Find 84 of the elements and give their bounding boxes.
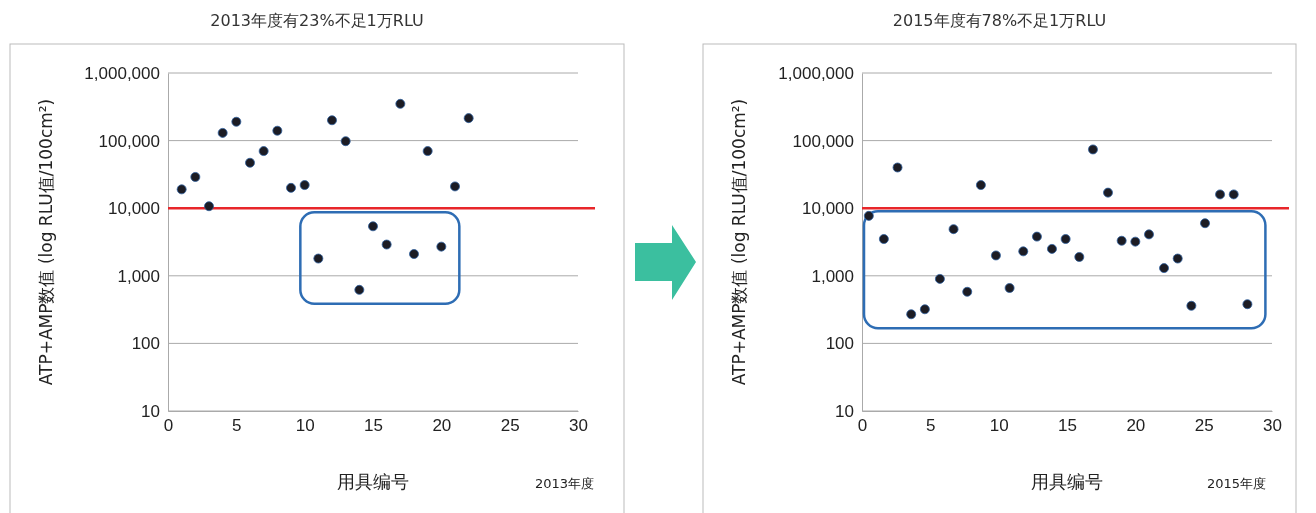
point (1103, 187, 1113, 198)
x-axis-title: 用具编号 (337, 471, 409, 492)
point (409, 249, 419, 259)
x-tick-label: 5 (926, 416, 936, 436)
point (1130, 236, 1141, 247)
point (1228, 189, 1239, 200)
point (422, 146, 433, 156)
point (906, 309, 917, 320)
x-tick-label: 25 (1194, 416, 1214, 436)
y-axis-title: ATP+AMP数值 (log RLU值/100cm²) (36, 98, 56, 386)
point (327, 115, 337, 126)
y-tick-label: 10 (835, 401, 854, 421)
point (258, 146, 269, 156)
point (286, 182, 296, 193)
point (354, 284, 365, 295)
point (962, 286, 973, 297)
x-tick-label: 5 (232, 416, 242, 436)
point (1242, 299, 1253, 310)
point (1074, 252, 1085, 262)
y-tick-label: 10 (141, 401, 160, 421)
x-tick-label: 15 (1058, 416, 1077, 436)
chart-title: 2013年度有23%不足1万RLU (210, 11, 424, 30)
text: 2013年度 (534, 476, 594, 491)
point (919, 304, 930, 315)
point (245, 157, 255, 168)
y-tick-label: 1,000 (117, 266, 160, 286)
point (176, 184, 187, 195)
point (1060, 234, 1071, 244)
y-tick-label: 100,000 (792, 131, 854, 151)
point (395, 98, 406, 109)
y-axis-title: ATP+AMP数值 (log RLU值/100cm²) (729, 98, 749, 386)
x-tick-label: 25 (500, 416, 520, 436)
point (368, 221, 378, 232)
x-tick-label: 20 (432, 416, 452, 436)
point (313, 253, 324, 264)
point (190, 172, 201, 182)
point (272, 125, 283, 136)
point (463, 113, 474, 124)
point (1144, 229, 1154, 240)
x-tick-label: 30 (569, 416, 588, 436)
point (1047, 243, 1057, 254)
point (1186, 300, 1197, 311)
point (1004, 283, 1015, 293)
point (863, 210, 874, 221)
y-tick-label: 1,000,000 (84, 63, 160, 83)
x-tick-label: 20 (1126, 416, 1146, 436)
point (1172, 253, 1183, 264)
point (217, 127, 228, 138)
x-tick-label: 30 (1263, 416, 1282, 436)
point (381, 239, 392, 250)
point (1159, 263, 1169, 273)
point (299, 180, 310, 190)
y-tick-label: 100 (131, 334, 160, 354)
chart-title: 2015年度有78%不足1万RLU (892, 11, 1107, 30)
point (975, 180, 986, 190)
point (436, 241, 447, 252)
y-tick-label: 100 (825, 334, 854, 354)
text: 2015年度 (1206, 476, 1266, 491)
point (1215, 189, 1225, 200)
point (231, 116, 242, 127)
point (934, 273, 945, 284)
point (991, 250, 1001, 261)
point (892, 162, 903, 173)
x-tick-label: 15 (364, 416, 383, 436)
point (1116, 235, 1127, 246)
y-tick-label: 1,000,000 (778, 63, 854, 83)
point (1032, 231, 1042, 242)
y-tick-label: 10,000 (802, 199, 854, 219)
x-tick-label: 10 (989, 416, 1009, 436)
point (1200, 218, 1210, 229)
y-tick-label: 10,000 (108, 199, 160, 219)
x-tick-label: 0 (163, 416, 174, 436)
point (204, 201, 214, 212)
y-tick-label: 1,000 (811, 266, 854, 286)
point (340, 136, 351, 147)
point (948, 224, 959, 235)
x-tick-label: 0 (857, 416, 868, 436)
point (878, 234, 889, 244)
y-tick-label: 100,000 (98, 131, 160, 151)
point (450, 181, 460, 192)
point (1018, 246, 1029, 257)
x-axis-title: 用具编号 (1031, 471, 1103, 492)
point (1088, 144, 1098, 155)
x-tick-label: 10 (295, 416, 315, 436)
